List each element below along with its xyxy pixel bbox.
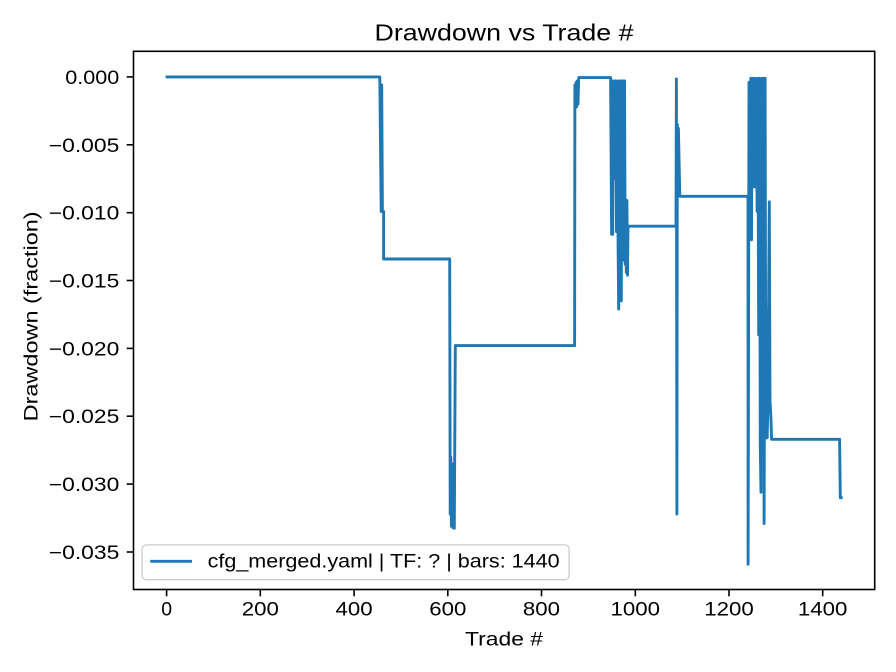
svg-text:cfg_merged.yaml | TF: ? | bars: cfg_merged.yaml | TF: ? | bars: 1440 [208,551,560,573]
svg-text:−0.030: −0.030 [49,474,120,496]
svg-text:1200: 1200 [704,599,754,621]
svg-text:1000: 1000 [611,599,661,621]
svg-text:600: 600 [429,599,466,621]
svg-text:−0.005: −0.005 [49,135,120,157]
svg-text:−0.025: −0.025 [49,406,120,428]
svg-text:−0.020: −0.020 [49,338,120,360]
svg-text:Drawdown (fraction): Drawdown (fraction) [20,211,42,421]
svg-text:Drawdown vs Trade #: Drawdown vs Trade # [375,19,634,45]
svg-text:800: 800 [523,599,560,621]
svg-text:−0.010: −0.010 [49,203,120,225]
svg-text:200: 200 [242,599,279,621]
svg-text:Trade #: Trade # [465,629,543,651]
svg-text:1400: 1400 [798,599,848,621]
svg-text:−0.015: −0.015 [49,271,120,293]
svg-text:400: 400 [336,599,373,621]
svg-text:−0.035: −0.035 [49,542,120,564]
svg-text:0: 0 [161,599,172,621]
svg-text:0.000: 0.000 [65,67,119,89]
